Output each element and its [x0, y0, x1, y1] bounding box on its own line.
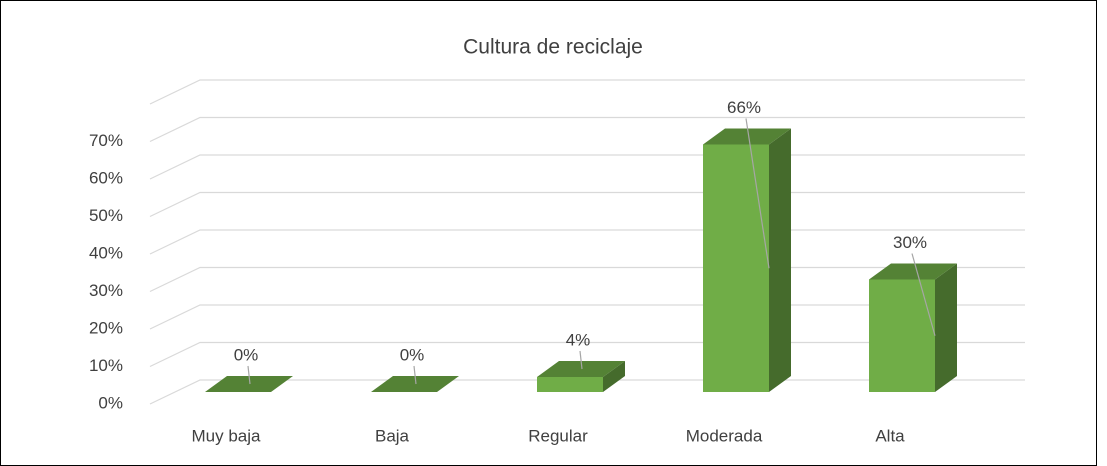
plot-frame [149, 79, 1025, 105]
bar [869, 263, 957, 392]
bar-top [371, 376, 459, 392]
x-tick-label: Moderada [686, 426, 763, 445]
bar-top [205, 376, 293, 392]
bar-side [935, 263, 957, 392]
y-tick-label: 0% [98, 393, 123, 412]
leader-line [745, 118, 770, 269]
data-label: 0% [400, 345, 425, 364]
bar-side [603, 361, 625, 392]
data-label: 66% [727, 98, 761, 117]
bar [371, 376, 459, 392]
bar [703, 128, 791, 392]
bar-front [869, 279, 935, 392]
leader-line [579, 350, 583, 370]
y-tick-label: 30% [89, 281, 123, 300]
bar-front [537, 377, 603, 392]
y-tick-label: 20% [89, 318, 123, 337]
y-tick-label: 10% [89, 356, 123, 375]
y-tick-label: 40% [89, 243, 123, 262]
x-tick-label: Alta [875, 426, 905, 445]
data-label: 4% [566, 330, 591, 349]
bar-side [769, 128, 791, 392]
bar [205, 376, 293, 392]
chart-title: Cultura de reciclaje [463, 36, 643, 59]
bar-front [703, 144, 769, 392]
bar-top [703, 128, 791, 145]
data-label: 30% [893, 233, 927, 252]
y-tick-label: 60% [89, 168, 123, 187]
grid-line [149, 116, 1025, 143]
leader-line [911, 253, 936, 336]
leader-line [413, 365, 417, 385]
leader-line [247, 365, 251, 385]
bar-top [869, 263, 957, 280]
y-tick-label: 70% [89, 131, 123, 150]
bar-top [537, 361, 625, 377]
x-tick-label: Baja [375, 426, 410, 445]
x-tick-label: Regular [528, 426, 588, 445]
y-tick-label: 50% [89, 206, 123, 225]
x-tick-label: Muy baja [192, 426, 262, 445]
data-label: 0% [234, 345, 259, 364]
bar [537, 361, 625, 392]
